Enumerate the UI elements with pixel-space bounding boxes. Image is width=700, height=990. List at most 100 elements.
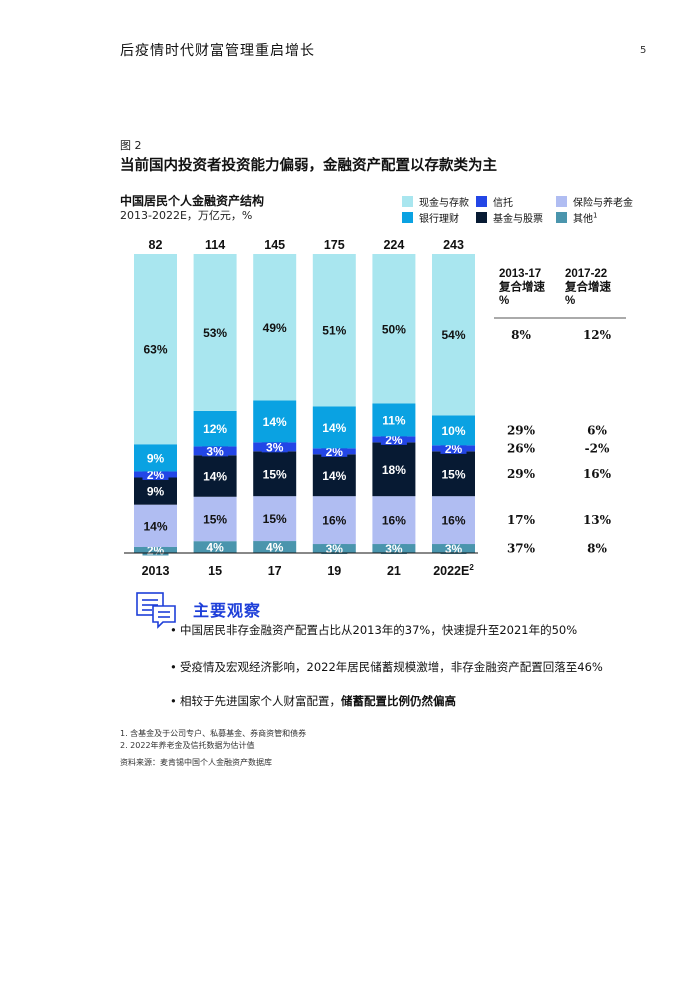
- figure-label: 图 2: [120, 139, 142, 152]
- legend-swatch-other: [556, 212, 567, 223]
- bar-total-label: 175: [324, 238, 345, 252]
- legend-label: 现金与存款: [419, 198, 469, 209]
- legend-item-insurance: 保险与养老金: [556, 194, 633, 209]
- cagr-header-line: 复合增速: [564, 280, 611, 294]
- data-label: 10%: [441, 424, 465, 438]
- legend-label: 信托: [493, 198, 513, 209]
- bar-segment-insurance: [312, 496, 356, 545]
- data-label: 3%: [266, 440, 284, 454]
- data-label-badge-other: [202, 541, 229, 553]
- data-label: 4%: [266, 541, 284, 555]
- data-label: 14%: [263, 415, 287, 429]
- data-label: 16%: [322, 514, 346, 528]
- cagr-header-line: %: [499, 295, 509, 307]
- cagr-2017-22-value: 12%: [583, 328, 612, 342]
- bar-segment-fund: [253, 451, 297, 497]
- cagr-header-line: 复合增速: [498, 280, 545, 294]
- page-number: 5: [640, 45, 647, 56]
- data-label: 2%: [147, 543, 165, 557]
- bar-segment-fund: [134, 477, 177, 505]
- legend-swatch-cash: [402, 196, 413, 207]
- cagr-2013-17-value: 37%: [507, 542, 536, 556]
- legend-label: 银行理财: [419, 214, 459, 225]
- legend-item-cash: 现金与存款: [402, 194, 469, 209]
- data-label: 54%: [441, 328, 465, 342]
- data-label: 9%: [147, 485, 165, 499]
- legend-label: 基金与股票: [493, 214, 543, 225]
- data-label-badge-trust: [321, 445, 348, 457]
- data-label: 3%: [385, 542, 403, 556]
- cagr-2017-22-value: 6%: [587, 423, 607, 437]
- cagr-2013-17-value: 26%: [507, 441, 536, 455]
- x-tick-label: 21: [387, 564, 401, 578]
- cagr-header-line: %: [565, 295, 575, 307]
- footnote-1: 1. 含基金及于公司专户、私募基金、券商资管和债券: [120, 729, 307, 738]
- legend-label: 其他1: [573, 211, 598, 225]
- data-label-badge-trust: [261, 441, 288, 453]
- bar-segment-insurance: [432, 496, 475, 545]
- data-label: 3%: [206, 444, 224, 458]
- bar-segment-insurance: [193, 496, 237, 542]
- data-label: 49%: [263, 321, 287, 335]
- data-label: 14%: [322, 469, 346, 483]
- data-label-badge-other: [321, 543, 348, 555]
- data-label: 51%: [322, 324, 346, 338]
- bar-segment-wealth: [372, 403, 416, 437]
- bar-segment-cash: [253, 254, 297, 401]
- data-label: 4%: [206, 541, 224, 555]
- bar-total-label: 82: [149, 238, 163, 252]
- x-tick-label: 2013: [142, 564, 170, 578]
- data-label: 16%: [441, 514, 465, 528]
- x-tick-label: 15: [208, 564, 222, 578]
- data-label: 15%: [263, 512, 287, 526]
- observation-bullet-3: 相较于先进国家个人财富配置，储蓄配置比例仍然偏高: [170, 693, 620, 710]
- legend-item-trust: 信托: [476, 194, 513, 209]
- cagr-header-line: 2013-17: [499, 268, 541, 280]
- legend-swatch-trust: [476, 196, 487, 207]
- bar-segment-insurance: [134, 504, 177, 547]
- x-tick-superscript: 2: [469, 563, 474, 572]
- observations-title: 主要观察: [193, 601, 262, 620]
- data-label: 15%: [203, 512, 227, 526]
- legend-item-wealth: 银行理财: [402, 210, 459, 225]
- legend-swatch-insurance: [556, 196, 567, 207]
- figure-title: 当前国内投资者投资能力偏弱，金融资产配置以存款类为主: [120, 157, 497, 174]
- x-tick-label: 19: [327, 564, 341, 578]
- data-label-badge-trust: [380, 433, 407, 445]
- bar-total-label: 224: [383, 238, 404, 252]
- data-label: 50%: [382, 322, 406, 336]
- bar-segment-fund: [432, 451, 475, 497]
- data-label: 14%: [143, 519, 167, 533]
- data-label-badge-other: [440, 543, 467, 555]
- data-label-badge-other: [261, 541, 288, 553]
- data-label: 63%: [143, 343, 167, 357]
- data-label-badge-other: [142, 544, 169, 556]
- legend-label: 保险与养老金: [573, 198, 633, 209]
- bar-total-label: 114: [205, 238, 225, 252]
- bar-segment-insurance: [253, 496, 297, 542]
- legend-superscript: 1: [593, 211, 598, 220]
- bar-segment-insurance: [372, 496, 416, 545]
- data-label: 2%: [147, 468, 165, 482]
- chart-title: 中国居民个人金融资产结构: [120, 194, 265, 208]
- bar-segment-cash: [134, 254, 177, 445]
- legend-swatch-fund: [476, 212, 487, 223]
- data-label: 3%: [326, 542, 344, 556]
- bar-segment-fund: [312, 454, 356, 497]
- cagr-2017-22-value: -2%: [585, 441, 610, 455]
- bar-segment-wealth: [253, 400, 297, 443]
- cagr-2013-17-value: 17%: [507, 513, 536, 527]
- data-label: 12%: [203, 422, 227, 436]
- cagr-2013-17-value: 29%: [507, 423, 536, 437]
- cagr-2013-17-value: 8%: [511, 328, 531, 342]
- cagr-2017-22-value: 16%: [583, 467, 612, 481]
- data-label: 53%: [203, 326, 227, 340]
- cagr-2017-22-value: 13%: [583, 513, 612, 527]
- bar-segment-fund: [193, 455, 237, 497]
- bar-segment-wealth: [134, 444, 177, 472]
- x-tick-label: 17: [268, 564, 282, 578]
- data-label: 3%: [445, 542, 463, 556]
- observation-bullet-2: 受疫情及宏观经济影响，2022年居民储蓄规模激增，非存金融资产配置回落至46%: [170, 659, 620, 676]
- bar-segment-cash: [372, 254, 416, 404]
- data-label: 14%: [203, 470, 227, 484]
